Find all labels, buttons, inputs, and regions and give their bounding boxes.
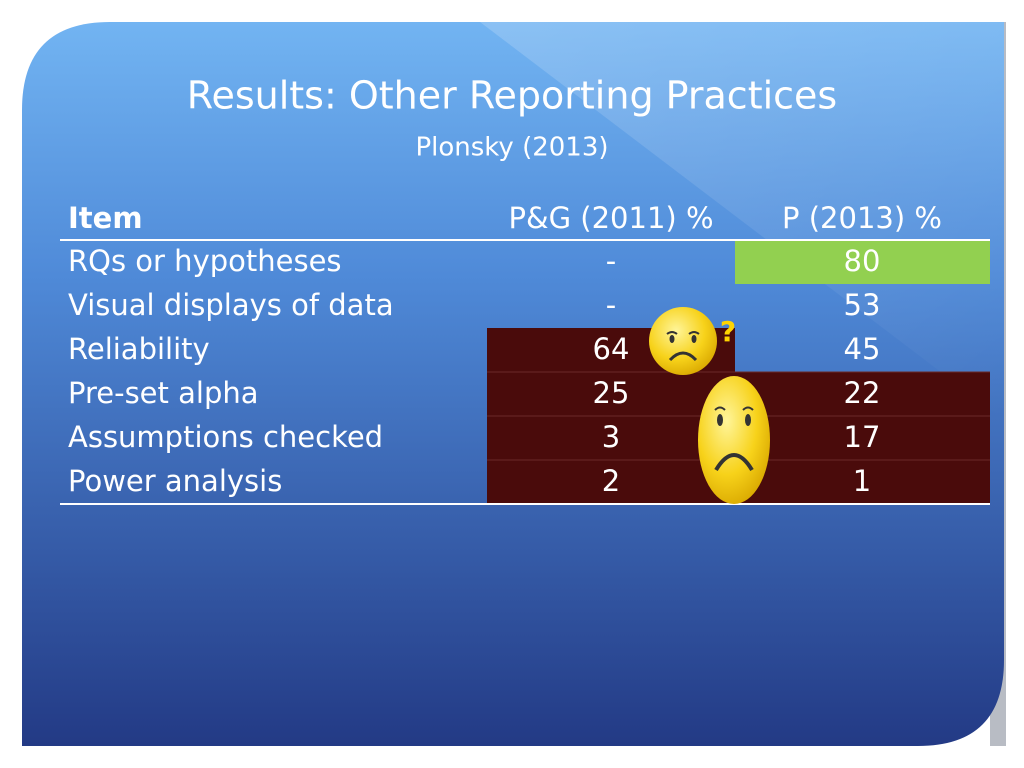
table-cell: 22 <box>844 376 881 410</box>
table-cell: - <box>606 244 616 278</box>
table-cell: 25 <box>593 376 630 410</box>
table-cell: 17 <box>844 420 881 454</box>
subtitle: Plonsky (2013) <box>415 133 608 163</box>
header-cell: P (2013) % <box>782 201 942 235</box>
table-cell: 45 <box>844 332 881 366</box>
table-cell: Reliability <box>68 332 210 366</box>
table-cell: 80 <box>844 244 881 278</box>
table: Item P&G (2011) % P (2013) % RQs or hypothe… <box>60 201 990 505</box>
small-frown <box>649 307 717 375</box>
large-frown <box>698 376 770 504</box>
table-cell: Visual displays of data <box>68 288 394 322</box>
question-mark: ? <box>720 315 736 348</box>
table-cell: RQs or hypotheses <box>68 244 342 278</box>
table-cell: 2 <box>602 464 620 498</box>
header-cell: Item <box>68 201 143 235</box>
title: Results: Other Reporting Practices <box>187 74 837 118</box>
table-cell: 1 <box>853 464 871 498</box>
highlight-dark <box>735 372 990 504</box>
light-band <box>480 22 1004 420</box>
table-cell: 3 <box>602 420 620 454</box>
header-cell: P&G (2011) % <box>509 201 714 235</box>
table-cell: Assumptions checked <box>68 420 383 454</box>
table-cell: Pre-set alpha <box>68 376 259 410</box>
table-cell: 53 <box>844 288 881 322</box>
table-cell: - <box>606 288 616 322</box>
highlight-green <box>735 240 990 284</box>
table-cell: Power analysis <box>68 464 282 498</box>
table-cell: 64 <box>593 332 630 366</box>
